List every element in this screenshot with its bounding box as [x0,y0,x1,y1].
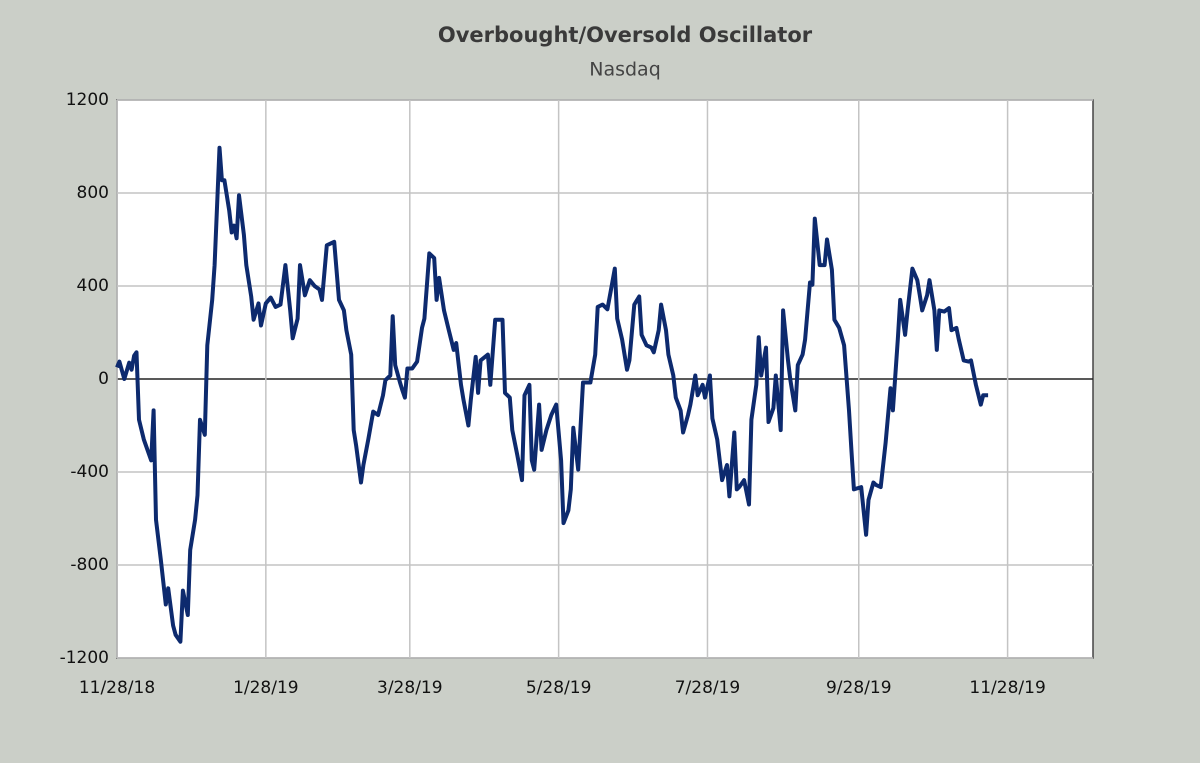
x-tick-label: 7/28/19 [675,678,741,698]
y-tick-label: -400 [70,462,109,482]
y-tick-label: 400 [77,276,109,296]
x-tick-label: 1/28/19 [233,678,299,698]
x-tick-label: 11/28/18 [79,678,155,698]
x-tick-label: 5/28/19 [526,678,592,698]
chart-subtitle: Nasdaq [589,59,661,81]
y-tick-label: -800 [70,555,109,575]
grid [116,99,1093,659]
marks [115,145,989,644]
chart-title: Overbought/Oversold Oscillator [438,23,813,47]
x-tick-label: 11/28/19 [969,678,1045,698]
line [115,145,989,644]
y-tick-label: 800 [77,183,109,203]
y-tick-label: -1200 [60,648,109,668]
x-tick-label: 3/28/19 [377,678,443,698]
y-tick-label: 0 [98,369,109,389]
x-tick-label: 9/28/19 [826,678,892,698]
y-tick-label: 1200 [66,90,109,110]
